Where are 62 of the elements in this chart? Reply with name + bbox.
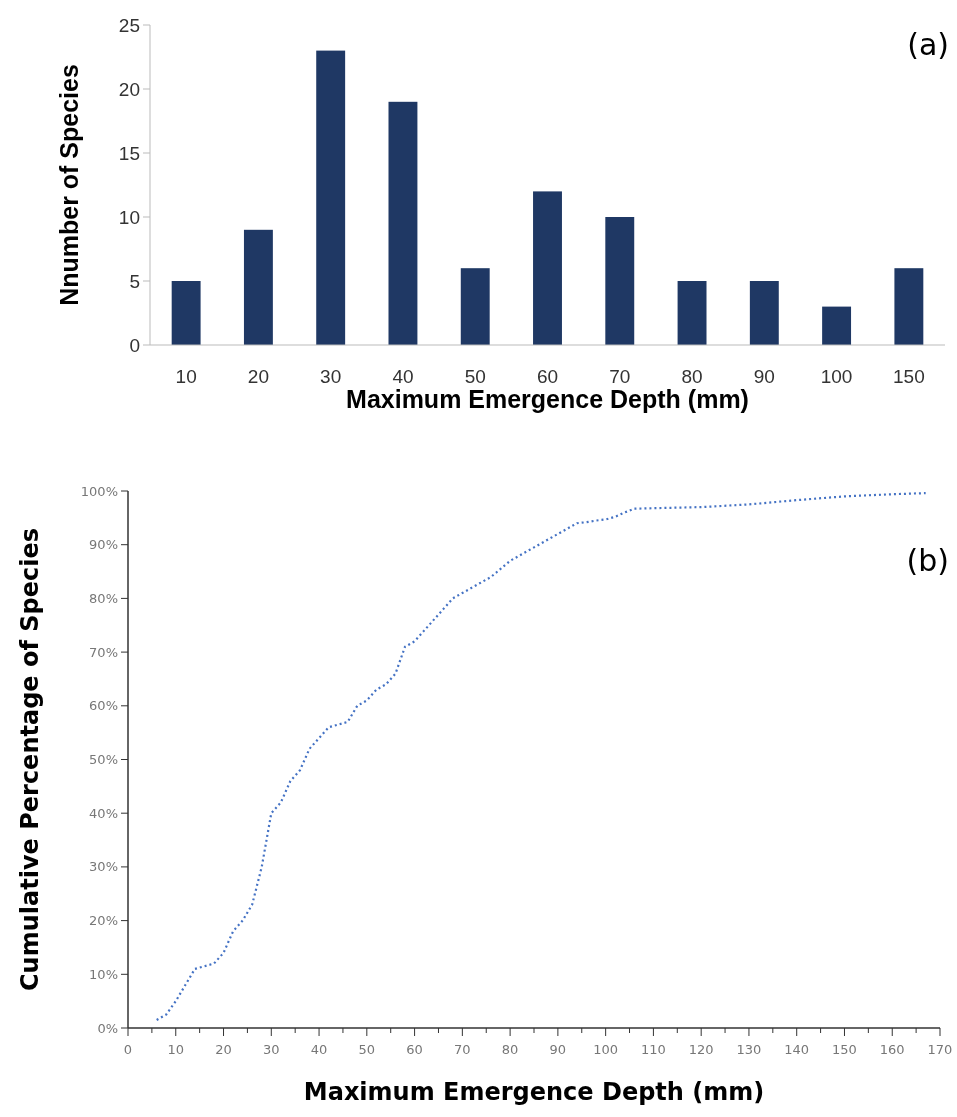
x-tick-label: 100 xyxy=(820,366,853,387)
x-tick-label: 20 xyxy=(247,366,269,387)
y-tick-label: 0% xyxy=(97,1020,118,1036)
x-tick-label: 130 xyxy=(736,1042,762,1057)
y-tick-label: 20 xyxy=(118,78,140,100)
bar xyxy=(677,281,707,345)
bar xyxy=(460,268,490,345)
y-axis-title: Cumulative Percentage of Species xyxy=(16,527,44,992)
annotation: (a) xyxy=(907,27,949,62)
bar xyxy=(894,268,924,345)
y-tick-label: 15 xyxy=(118,142,140,164)
x-tick-label: 110 xyxy=(641,1042,666,1057)
y-tick-label: 100% xyxy=(80,483,118,499)
x-tick-label: 40 xyxy=(392,366,414,387)
x-tick-label: 90 xyxy=(549,1042,567,1057)
x-tick-label: 10 xyxy=(167,1042,185,1057)
y-tick-label: 60% xyxy=(89,698,118,714)
y-tick-label: 80% xyxy=(89,590,118,606)
y-tick-label: 90% xyxy=(89,537,118,553)
annotation: (b) xyxy=(906,543,949,578)
x-tick-label: 70 xyxy=(454,1042,471,1057)
x-tick-label: 120 xyxy=(688,1042,714,1057)
bar xyxy=(605,217,635,345)
x-tick-label: 80 xyxy=(681,366,703,387)
x-tick-label: 70 xyxy=(609,366,631,387)
y-tick-label: 5 xyxy=(129,270,140,292)
x-tick-label: 30 xyxy=(320,366,342,387)
bar xyxy=(316,50,346,345)
y-tick-label: 70% xyxy=(89,644,118,660)
x-axis-title: Maximum Emergence Depth (mm) xyxy=(346,385,749,413)
x-tick-label: 80 xyxy=(501,1042,519,1057)
y-tick-label: 50% xyxy=(89,752,118,768)
x-tick-label: 160 xyxy=(879,1042,905,1057)
x-tick-label: 60 xyxy=(536,366,559,387)
y-tick-label: 10 xyxy=(118,206,140,228)
bar xyxy=(171,281,201,345)
bar xyxy=(388,101,418,345)
y-tick-label: 20% xyxy=(89,913,118,929)
y-tick-label: 40% xyxy=(89,805,118,821)
y-tick-label: 0 xyxy=(129,334,140,356)
x-tick-label: 170 xyxy=(927,1042,953,1057)
x-tick-label: 100 xyxy=(593,1042,619,1057)
y-tick-label: 10% xyxy=(89,966,118,982)
x-tick-label: 60 xyxy=(406,1042,423,1057)
y-tick-label: 30% xyxy=(89,859,118,875)
y-axis-title: Nnumber of Species xyxy=(55,64,83,306)
x-tick-label: 140 xyxy=(784,1042,810,1057)
x-tick-label: 40 xyxy=(310,1042,328,1057)
x-tick-label: 90 xyxy=(753,366,775,387)
x-tick-label: 20 xyxy=(215,1042,232,1057)
x-tick-label: 10 xyxy=(175,366,197,387)
x-tick-label: 150 xyxy=(893,366,925,387)
x-tick-label: 150 xyxy=(832,1042,857,1057)
bar xyxy=(749,281,779,345)
y-tick-label: 25 xyxy=(118,14,140,36)
bar xyxy=(822,306,852,345)
x-tick-label: 30 xyxy=(263,1042,280,1057)
x-tick-label: 50 xyxy=(358,1042,376,1057)
x-tick-label: 50 xyxy=(464,366,486,387)
bar xyxy=(533,191,562,345)
x-axis-title: Maximum Emergence Depth (mm) xyxy=(303,1078,765,1106)
bar xyxy=(243,229,273,345)
